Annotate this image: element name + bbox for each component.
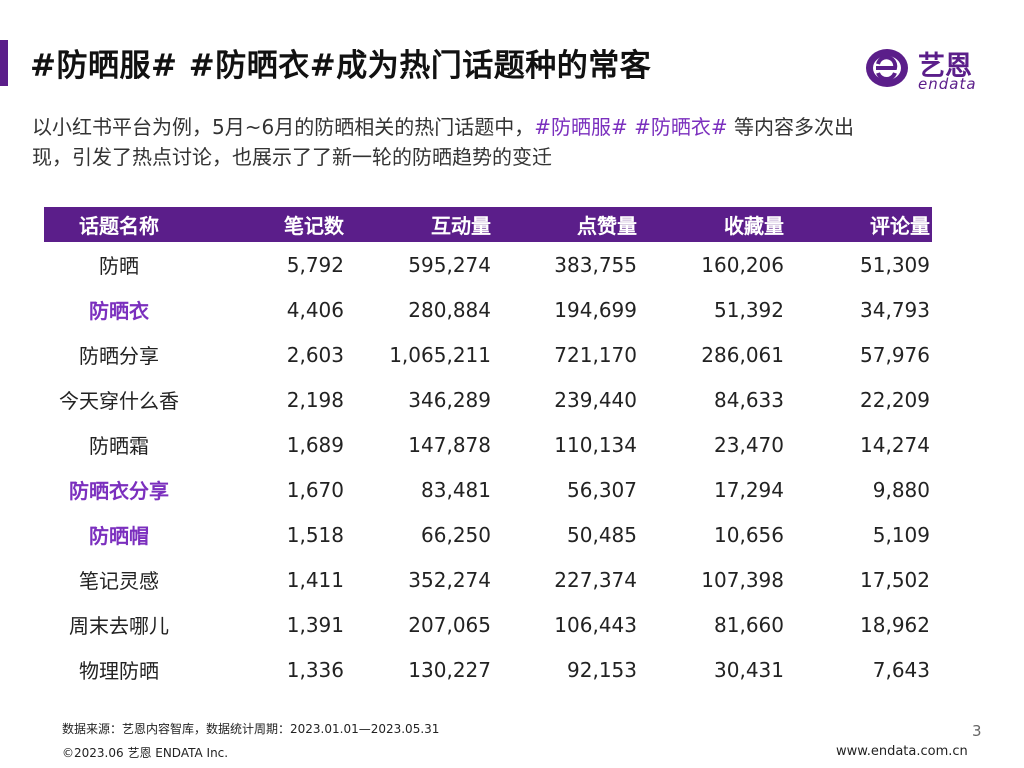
cell-interactions: 83,481 [421, 477, 491, 502]
intro-paragraph: 以小红书平台为例，5月~6月的防晒相关的热门话题中，#防晒服# #防晒衣# 等内… [32, 112, 892, 172]
cell-collects: 17,294 [714, 477, 784, 502]
cell-interactions: 346,289 [408, 387, 491, 412]
cell-collects: 107,398 [701, 567, 784, 592]
cell-likes: 106,443 [554, 612, 637, 637]
cell-topic-name: 今天穿什么香 [59, 389, 179, 413]
table-row: 物理防晒 1,336 130,227 92,153 30,431 7,643 [44, 647, 932, 692]
data-source-note: 数据来源：艺恩内容智库，数据统计周期：2023.01.01—2023.05.31 [62, 722, 440, 736]
cell-comments: 17,502 [860, 567, 930, 592]
cell-topic-name: 物理防晒 [79, 659, 159, 683]
topic-stats-table: 话题名称 笔记数 互动量 点赞量 收藏量 评论量 防晒 5,792 595,27… [44, 207, 932, 692]
cell-interactions: 352,274 [408, 567, 491, 592]
cell-comments: 34,793 [860, 297, 930, 322]
cell-interactions: 280,884 [408, 297, 491, 322]
header-comments: 评论量 [786, 207, 932, 242]
cell-comments: 51,309 [860, 252, 930, 277]
cell-notes: 2,603 [286, 342, 344, 367]
cell-collects: 10,656 [714, 522, 784, 547]
table-header-row: 话题名称 笔记数 互动量 点赞量 收藏量 评论量 [44, 207, 932, 242]
cell-topic-name: 防晒衣分享 [69, 479, 169, 503]
header-collects: 收藏量 [639, 207, 786, 242]
cell-notes: 1,391 [286, 612, 344, 637]
intro-hashtags: #防晒服# #防晒衣# [534, 115, 728, 139]
table-row: 防晒 5,792 595,274 383,755 160,206 51,309 [44, 242, 932, 287]
table-row: 笔记灵感 1,411 352,274 227,374 107,398 17,50… [44, 557, 932, 602]
website-url: www.endata.com.cn [836, 744, 968, 759]
cell-interactions: 595,274 [408, 252, 491, 277]
endata-logo-icon [866, 49, 908, 87]
header-likes: 点赞量 [493, 207, 639, 242]
intro-text-part1: 以小红书平台为例，5月~6月的防晒相关的热门话题中， [32, 115, 535, 139]
cell-comments: 22,209 [860, 387, 930, 412]
cell-notes: 4,406 [286, 297, 344, 322]
cell-collects: 23,470 [714, 432, 784, 457]
cell-notes: 5,792 [286, 252, 344, 277]
cell-topic-name: 防晒衣 [89, 299, 149, 323]
cell-notes: 1,689 [286, 432, 344, 457]
table-row: 防晒衣分享 1,670 83,481 56,307 17,294 9,880 [44, 467, 932, 512]
cell-collects: 286,061 [701, 342, 784, 367]
cell-likes: 92,153 [567, 657, 637, 682]
cell-likes: 227,374 [554, 567, 637, 592]
intro-text-part2: 等内容多次出现，引发了热点讨论，也展示了了新一轮的防晒趋势的变迁 [32, 115, 854, 169]
table-row: 周末去哪儿 1,391 207,065 106,443 81,660 18,96… [44, 602, 932, 647]
cell-likes: 194,699 [554, 297, 637, 322]
cell-topic-name: 防晒霜 [89, 434, 149, 458]
cell-notes: 1,336 [286, 657, 344, 682]
cell-collects: 84,633 [714, 387, 784, 412]
table-row: 防晒衣 4,406 280,884 194,699 51,392 34,793 [44, 287, 932, 332]
cell-topic-name: 防晒帽 [89, 524, 149, 548]
page-title: #防晒服# #防晒衣#成为热门话题种的常客 [30, 48, 652, 84]
cell-topic-name: 防晒 [99, 254, 139, 278]
cell-notes: 1,411 [286, 567, 344, 592]
header-interactions: 互动量 [346, 207, 493, 242]
title-accent-bar [0, 40, 8, 86]
table-row: 今天穿什么香 2,198 346,289 239,440 84,633 22,2… [44, 377, 932, 422]
cell-comments: 18,962 [860, 612, 930, 637]
cell-comments: 7,643 [872, 657, 930, 682]
cell-likes: 721,170 [554, 342, 637, 367]
table-row: 防晒分享 2,603 1,065,211 721,170 286,061 57,… [44, 332, 932, 377]
table-row: 防晒帽 1,518 66,250 50,485 10,656 5,109 [44, 512, 932, 557]
cell-likes: 239,440 [554, 387, 637, 412]
cell-likes: 50,485 [567, 522, 637, 547]
cell-comments: 9,880 [872, 477, 930, 502]
cell-interactions: 66,250 [421, 522, 491, 547]
cell-likes: 56,307 [567, 477, 637, 502]
header-notes: 笔记数 [194, 207, 346, 242]
cell-topic-name: 周末去哪儿 [69, 614, 169, 638]
cell-collects: 160,206 [701, 252, 784, 277]
header-topic-name: 话题名称 [44, 207, 194, 242]
endata-logo: 艺恩 endata [864, 44, 994, 94]
table-row: 防晒霜 1,689 147,878 110,134 23,470 14,274 [44, 422, 932, 467]
cell-comments: 5,109 [872, 522, 930, 547]
cell-interactions: 1,065,211 [389, 342, 491, 367]
logo-text-en: endata [918, 75, 977, 93]
cell-interactions: 130,227 [408, 657, 491, 682]
cell-topic-name: 防晒分享 [79, 344, 159, 368]
cell-notes: 1,518 [286, 522, 344, 547]
cell-comments: 14,274 [860, 432, 930, 457]
cell-likes: 383,755 [554, 252, 637, 277]
copyright-text: ©2023.06 艺恩 ENDATA Inc. [62, 746, 229, 760]
cell-notes: 2,198 [286, 387, 344, 412]
page-number: 3 [972, 722, 982, 740]
cell-interactions: 147,878 [408, 432, 491, 457]
cell-collects: 30,431 [714, 657, 784, 682]
cell-notes: 1,670 [286, 477, 344, 502]
cell-collects: 81,660 [714, 612, 784, 637]
cell-comments: 57,976 [860, 342, 930, 367]
cell-interactions: 207,065 [408, 612, 491, 637]
cell-topic-name: 笔记灵感 [79, 569, 159, 593]
cell-likes: 110,134 [554, 432, 637, 457]
logo-text-cn: 艺恩 [918, 51, 972, 82]
cell-collects: 51,392 [714, 297, 784, 322]
